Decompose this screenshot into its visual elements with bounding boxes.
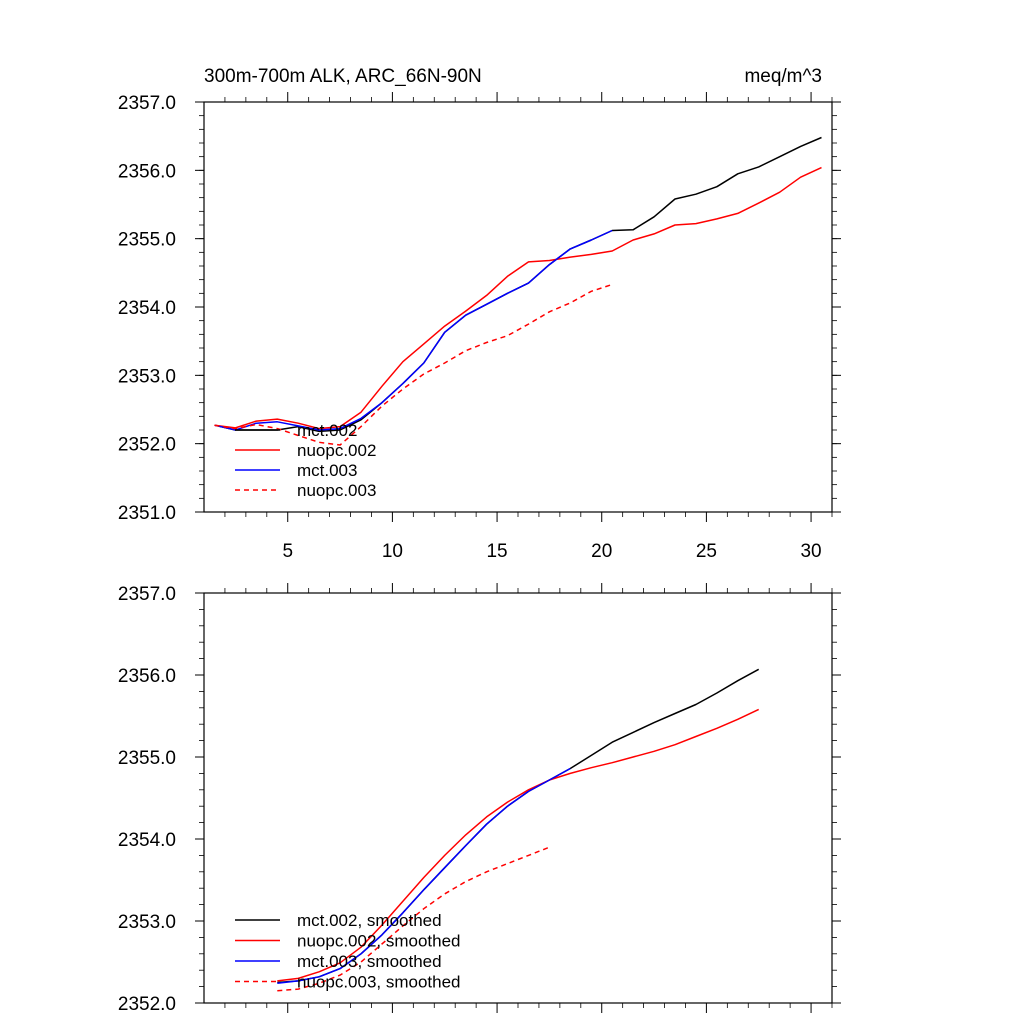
y-tick-label: 2355.0 [118,230,176,251]
series-line-3 [214,229,613,431]
y-tick-label: 2353.0 [118,366,176,387]
y-tick-label: 2353.0 [118,912,176,933]
series-line-2 [277,708,760,982]
series-line-2 [214,166,822,430]
x-tick-label: 25 [696,541,717,562]
legend-label-4: nuopc.003 [297,481,376,500]
y-tick-label: 2352.0 [118,994,176,1015]
y-tick-label: 2355.0 [118,748,176,769]
y-tick-label: 2351.0 [118,503,176,524]
series-line-4 [277,846,550,992]
y-tick-label: 2357.0 [118,584,176,605]
units-label: meq/m^3 [744,66,822,87]
y-tick-label: 2356.0 [118,161,176,182]
x-tick-label: 10 [382,541,403,562]
legend-label-4: nuopc.003, smoothed [297,973,461,992]
x-tick-label: 5 [282,541,293,562]
y-tick-label: 2352.0 [118,435,176,456]
y-tick-label: 2356.0 [118,666,176,687]
x-tick-label: 30 [800,541,821,562]
legend-label-1: mct.002, smoothed [297,911,442,930]
series-line-3 [277,767,571,985]
y-tick-label: 2354.0 [118,830,176,851]
x-tick-label: 15 [486,541,507,562]
series-line-4 [214,283,613,446]
y-tick-label: 2357.0 [118,93,176,114]
series-line-1 [214,136,822,433]
bottom-panel: 2352.0 2353.0 2354.0 2355.0 2356.0 2357.0 mct.… [118,583,841,1015]
y-tick-label: 2354.0 [118,298,176,319]
top-panel: 300m-700m ALK, ARC_66N-90N meq/m^3 2351.… [118,66,841,562]
x-tick-label: 20 [591,541,612,562]
legend-label-1: mct.002 [297,421,357,440]
legend-label-3: mct.003 [297,461,357,480]
legend-label-2: nuopc.002 [297,441,376,460]
chart-title: 300m-700m ALK, ARC_66N-90N [204,66,482,87]
legend-label-2: nuopc.002, smoothed [297,932,461,951]
legend-label-3: mct.003, smoothed [297,952,442,971]
